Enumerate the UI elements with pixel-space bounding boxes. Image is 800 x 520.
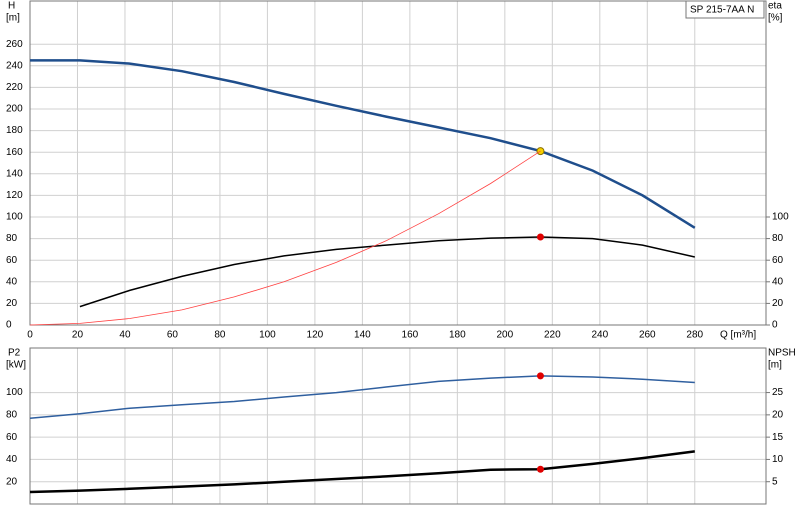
y-tick-label: 40 [6, 454, 18, 465]
y-axis-label: P2 [8, 348, 21, 359]
y-tick-label: 140 [6, 168, 23, 179]
y-tick-label: 160 [6, 147, 23, 158]
y-tick-label: 80 [6, 233, 18, 244]
x-tick-label: 280 [686, 330, 703, 341]
y-tick-label: 260 [6, 39, 23, 50]
y-axis-unit: [kW] [6, 360, 26, 371]
plot-frame [29, 347, 767, 505]
curve [79, 236, 695, 308]
y-tick-label: 100 [6, 387, 23, 398]
duty-point [536, 233, 544, 241]
curve [29, 150, 541, 326]
y-tick-label: 220 [6, 82, 23, 93]
y2-tick-label: 15 [772, 432, 784, 443]
y2-tick-label: 20 [772, 409, 784, 420]
x-tick-label: 200 [496, 330, 513, 341]
y2-axis-label: NPSH [768, 348, 796, 359]
plot-frame [29, 0, 767, 326]
y2-tick-label: 100 [772, 212, 789, 223]
x-tick-label: 40 [119, 330, 131, 341]
y2-tick-label: 0 [772, 320, 778, 331]
x-tick-label: 240 [591, 330, 608, 341]
y-tick-label: 120 [6, 190, 23, 201]
x-tick-label: 0 [27, 330, 33, 341]
x-axis-label: Q [m³/h] [720, 330, 756, 341]
x-tick-label: 160 [402, 330, 419, 341]
y2-tick-label: 60 [772, 255, 784, 266]
title-box [685, 0, 765, 19]
y-tick-label: 40 [6, 276, 18, 287]
y-tick-label: 20 [6, 476, 18, 487]
y2-axis-unit: [m] [768, 360, 782, 371]
duty-point [536, 372, 544, 380]
x-tick-label: 140 [354, 330, 371, 341]
y-tick-label: 80 [6, 409, 18, 420]
curve [29, 450, 695, 494]
y-tick-label: 60 [6, 432, 18, 443]
y-tick-label: 200 [6, 104, 23, 115]
y-tick-label: 20 [6, 298, 18, 309]
chart-title: SP 215-7AA N [690, 5, 754, 16]
x-tick-label: 180 [449, 330, 466, 341]
duty-point [536, 465, 544, 473]
y2-tick-label: 10 [772, 454, 784, 465]
x-tick-label: 100 [259, 330, 276, 341]
y-axis-unit: [m] [6, 13, 20, 24]
x-tick-label: 260 [639, 330, 656, 341]
curve [30, 59, 696, 229]
y-tick-label: 100 [6, 212, 23, 223]
y2-tick-label: 40 [772, 276, 784, 287]
x-tick-label: 20 [72, 330, 84, 341]
x-tick-label: 120 [307, 330, 324, 341]
y2-axis-unit: [%] [768, 13, 783, 24]
y2-axis-label: eta [768, 1, 782, 12]
curve [29, 375, 695, 419]
y-tick-label: 0 [6, 320, 12, 331]
y2-tick-label: 80 [772, 233, 784, 244]
y2-tick-label: 25 [772, 387, 784, 398]
x-tick-label: 220 [544, 330, 561, 341]
y2-tick-label: 20 [772, 298, 784, 309]
y-axis-label: H [8, 1, 15, 12]
y-tick-label: 60 [6, 255, 18, 266]
x-tick-label: 80 [214, 330, 226, 341]
y-tick-label: 180 [6, 125, 23, 136]
y-tick-label: 240 [6, 60, 23, 71]
x-tick-label: 60 [167, 330, 179, 341]
y2-tick-label: 5 [772, 476, 778, 487]
